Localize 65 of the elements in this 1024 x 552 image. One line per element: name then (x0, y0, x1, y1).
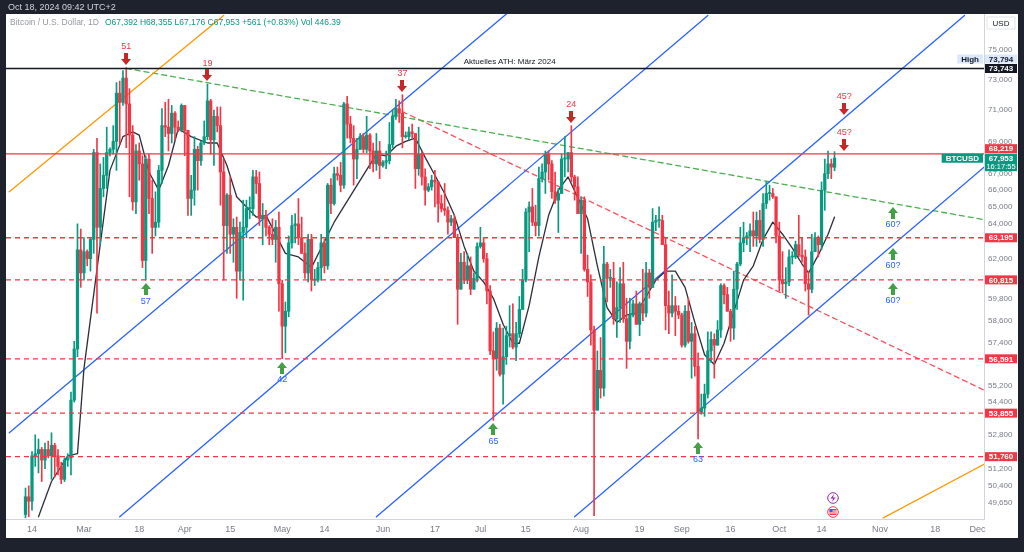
annotation: 65 (488, 435, 499, 446)
x-tick-label: 19 (634, 523, 645, 534)
ref-line-label: 73,743 (988, 64, 1014, 74)
annotation: 63 (693, 454, 704, 465)
x-tick-label: 16 (725, 523, 736, 534)
ref-line-label: 60,815 (988, 275, 1014, 285)
annotation: 51 (121, 41, 132, 52)
y-tick-label: 64,000 (988, 219, 1014, 229)
x-tick-label: 17 (429, 523, 440, 534)
y-tick-label: 51,200 (988, 463, 1014, 473)
x-tick-label: Aug (573, 523, 590, 534)
y-tick-label: 59,800 (988, 293, 1014, 303)
ref-line-label: 63,195 (988, 233, 1014, 243)
y-tick-label: 57,400 (988, 338, 1014, 348)
y-tick-label: 50,400 (988, 481, 1014, 491)
y-tick-label: 62,000 (988, 253, 1014, 263)
y-tick-label: 66,000 (988, 185, 1014, 195)
y-axis-title: USD (992, 18, 1010, 28)
annotation: 45? (836, 127, 852, 138)
x-tick-label: Jun (375, 523, 391, 534)
ref-line-label: 51,760 (988, 452, 1014, 462)
y-tick-label: 54,400 (988, 397, 1014, 407)
annotation: 37 (397, 68, 408, 79)
ref-line-label: 68,219 (988, 144, 1014, 154)
annotation: 57 (140, 295, 151, 306)
x-tick-label: 18 (134, 523, 145, 534)
x-tick-label: Oct (772, 523, 787, 534)
y-tick-label: 49,650 (988, 497, 1014, 507)
annotation: 24 (566, 99, 577, 110)
x-tick-label: Nov (872, 523, 889, 534)
ref-line-label: 56,591 (988, 354, 1014, 364)
y-tick-label: 52,800 (988, 430, 1014, 440)
annotation: BTCUSD (945, 153, 980, 163)
y-tick-label: 71,000 (988, 105, 1014, 115)
y-tick-label: 69,000 (988, 136, 1014, 146)
x-tick-label: 14 (26, 523, 37, 534)
text: Oct 18, 2024 09:42 UTC+2 (8, 2, 116, 12)
x-tick-label: Mar (76, 523, 92, 534)
annotation: Aktuelles ATH: März 2024 (463, 56, 557, 66)
text: 73,794 (988, 54, 1014, 64)
y-tick-label: 55,200 (988, 381, 1014, 391)
x-tick-label: 15 (225, 523, 236, 534)
chart-title: Bitcoin / U.S. Dollar, 1D (10, 17, 99, 27)
x-tick-label: 15 (520, 523, 531, 534)
annotation: High (961, 54, 980, 64)
x-tick-label: Jul (474, 523, 487, 534)
x-tick-label: Dec (969, 523, 986, 534)
annotation: 45? (836, 91, 852, 102)
annotation: 19 (202, 57, 213, 68)
annotation: 60? (885, 295, 901, 306)
text: 67,953 (988, 153, 1014, 163)
x-tick-label: 18 (930, 523, 941, 534)
annotation: 60? (885, 219, 901, 229)
x-tick-label: 14 (816, 523, 827, 534)
x-tick-label: May (273, 523, 292, 534)
annotation: 60? (885, 260, 901, 271)
y-tick-label: 67,000 (988, 168, 1014, 178)
x-tick-label: 14 (319, 523, 330, 534)
x-tick-label: Sep (673, 523, 690, 534)
x-tick-label: Apr (177, 523, 192, 534)
y-tick-label: 65,000 (988, 202, 1014, 212)
y-tick-label: 73,000 (988, 74, 1014, 84)
ref-line-label: 53,855 (988, 408, 1014, 418)
y-tick-label: 58,600 (988, 315, 1014, 325)
y-tick-label: 75,000 (988, 45, 1014, 55)
